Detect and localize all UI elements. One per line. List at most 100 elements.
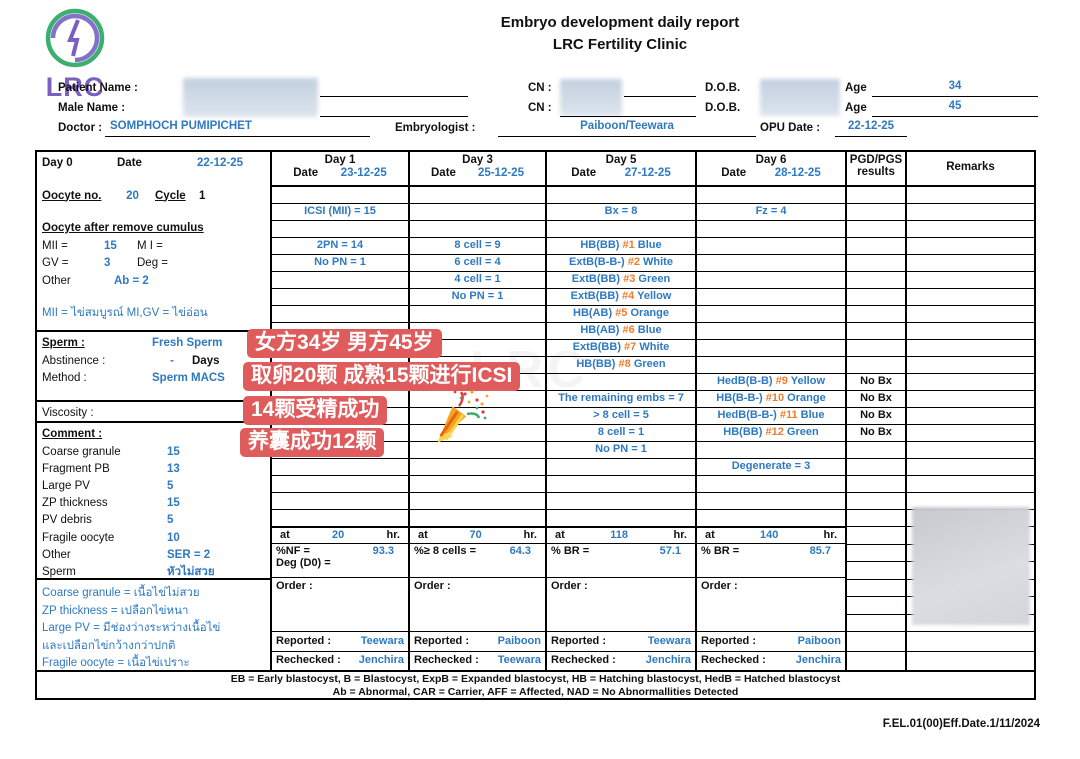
comment-item-label: Other [42, 548, 71, 561]
day1-reported: Reported : Teewara [272, 632, 408, 652]
grid-cell-rem-row-14 [907, 408, 1034, 425]
age-value-2: 45 [872, 100, 1038, 117]
grid-cell-rem-row-8 [907, 306, 1034, 323]
cn-line-1 [624, 82, 696, 97]
grid-cell-pgd-row-2 [847, 204, 905, 221]
day5-stats: % BR = 57.1 [547, 544, 695, 578]
remarks-redacted [912, 507, 1030, 625]
comment-item-label: ZP thickness [42, 497, 108, 510]
comment-item-value: 15 [167, 445, 180, 458]
grid-cell-pgd-row-17 [847, 459, 905, 476]
pgd-reported-cell [847, 632, 905, 652]
day1-hours-value: 20 [332, 529, 345, 541]
grid-cell-d3-row-18 [410, 476, 545, 493]
grid-cell-d1-row-16 [272, 442, 408, 459]
day6-stat-label: % BR = [701, 545, 740, 557]
grid-cell-rem-row-17 [907, 459, 1034, 476]
grid-cell-d5-row-4: HB(BB) #1 Blue [547, 238, 695, 255]
day0-legend-line-4: และเปลือกไข่กว้างกว่าปกติ [42, 639, 176, 652]
day0-legend-section: Coarse granule = เนื้อไข่ไม่สวย ZP thickn… [37, 580, 270, 670]
grid-cell-d3-row-7: No PN = 1 [410, 289, 545, 306]
at-label: at [418, 529, 428, 541]
grid-cell-d3-row-20 [410, 510, 545, 527]
grid-cell-d1-row-1 [272, 187, 408, 204]
grid-cell-rem-row-12 [907, 374, 1034, 391]
grid-cell-d1-row-2: ICSI (MII) = 15 [272, 204, 408, 221]
remarks-title: Remarks [946, 161, 995, 173]
comment-item-value: SER = 2 [167, 548, 211, 561]
day6-reported: Reported : Paiboon [697, 632, 845, 652]
day5-rechecked: Rechecked : Jenchira [547, 652, 695, 670]
hr-label: hr. [673, 529, 687, 541]
day0-legend-line-1: Coarse granule = เนื้อไข่ไม่สวย [42, 587, 200, 599]
pgd-title-line1: PGD/PGS [849, 154, 903, 166]
filler-pgd-row-5 [847, 597, 905, 615]
patient-name-redacted [183, 78, 318, 117]
day6-order: Order : [697, 578, 845, 632]
day3-stat-label: %≥ 8 cells = [414, 545, 476, 557]
day3-stat-value: 64.3 [509, 545, 531, 557]
grid-cell-d3-row-5: 6 cell = 4 [410, 255, 545, 272]
grid-cell-d6-row-14: HedB(B-B-) #11 Blue [697, 408, 845, 425]
hr-label: hr. [823, 529, 837, 541]
grid-cell-d5-row-20 [547, 510, 695, 527]
sperm-section: Sperm : Fresh Sperm Abstinence : - Days Met… [37, 332, 270, 402]
rechecked-label: Rechecked : [551, 654, 616, 666]
grid-cell-pgd-row-3 [847, 221, 905, 238]
grid-cell-rem-row-1 [907, 187, 1034, 204]
pgd-rechecked-cell [847, 652, 905, 670]
oocyte-no-label: Oocyte no. [42, 189, 102, 202]
day0-date-label: Date [117, 157, 142, 169]
day5-date-label: Date [571, 167, 597, 179]
grid-cell-d5-row-19 [547, 493, 695, 510]
grid-cell-d6-row-2: Fz = 4 [697, 204, 845, 221]
grid-cell-pgd-row-18 [847, 476, 905, 493]
comment-item-label: Fragment PB [42, 462, 110, 475]
grid-cell-d3-row-6: 4 cell = 1 [410, 272, 545, 289]
comment-item-value: 10 [167, 531, 180, 544]
filler-pgd-row-1 [847, 527, 905, 545]
day1-reported-name: Teewara [360, 635, 404, 647]
day1-stat-label: %NF = [276, 545, 310, 557]
grid-cell-pgd-row-16 [847, 442, 905, 459]
age-value-1: 34 [872, 80, 1038, 97]
grid-cell-pgd-row-4 [847, 238, 905, 255]
grid-cell-d5-row-15: 8 cell = 1 [547, 425, 695, 442]
embryologist-label: Embryologist : [395, 122, 476, 134]
comment-item-3: Large PV 5 [42, 478, 270, 495]
grid-cell-d3-row-10 [410, 340, 545, 357]
filler-pgd-row-2 [847, 545, 905, 562]
grid-cell-pgd-row-5 [847, 255, 905, 272]
at-label: at [555, 529, 565, 541]
grid-cell-pgd-row-20 [847, 510, 905, 527]
day6-rechecked-name: Jenchira [795, 654, 841, 666]
grid-cell-d3-row-17 [410, 459, 545, 476]
day0-legend-line-5: Fragile oocyte = เนื้อไข่เปราะ [42, 657, 190, 669]
filler-pgd-row-6 [847, 615, 905, 632]
comment-item-4: ZP thickness 15 [42, 495, 270, 512]
day3-title: Day 3 [462, 154, 493, 166]
grid-cell-rem-row-10 [907, 340, 1034, 357]
column-pgd: PGD/PGS results No Bx No Bx No Bx No Bx [847, 152, 907, 670]
grid-cell-d6-row-19 [697, 493, 845, 510]
day0-legend-line-3: Large PV = มีช่องว่างระหว่างเนื้อไข่ [42, 622, 221, 634]
day6-hours-value: 140 [759, 529, 779, 541]
grid-cell-pgd-row-9 [847, 323, 905, 340]
grid-cell-pgd-row-8 [847, 306, 905, 323]
grid-cell-rem-row-7 [907, 289, 1034, 306]
comment-item-label: Coarse granule [42, 445, 121, 458]
grid-cell-d1-row-5: No PN = 1 [272, 255, 408, 272]
comment-item-value: 5 [167, 514, 174, 527]
grid-cell-rem-row-11 [907, 357, 1034, 374]
lrc-logo-icon [45, 8, 105, 68]
party-popper-icon [437, 390, 489, 443]
sperm-label: Sperm : [42, 337, 85, 349]
day5-reported-name: Teewara [647, 635, 691, 647]
grid-cell-rem-row-5 [907, 255, 1034, 272]
grid-cell-d6-row-7 [697, 289, 845, 306]
annotation-badge-ages: 女方34岁 男方45岁 [247, 329, 442, 358]
grid-cell-pgd-row-10 [847, 340, 905, 357]
grid-cell-d6-row-10 [697, 340, 845, 357]
rechecked-label: Rechecked : [276, 654, 341, 666]
